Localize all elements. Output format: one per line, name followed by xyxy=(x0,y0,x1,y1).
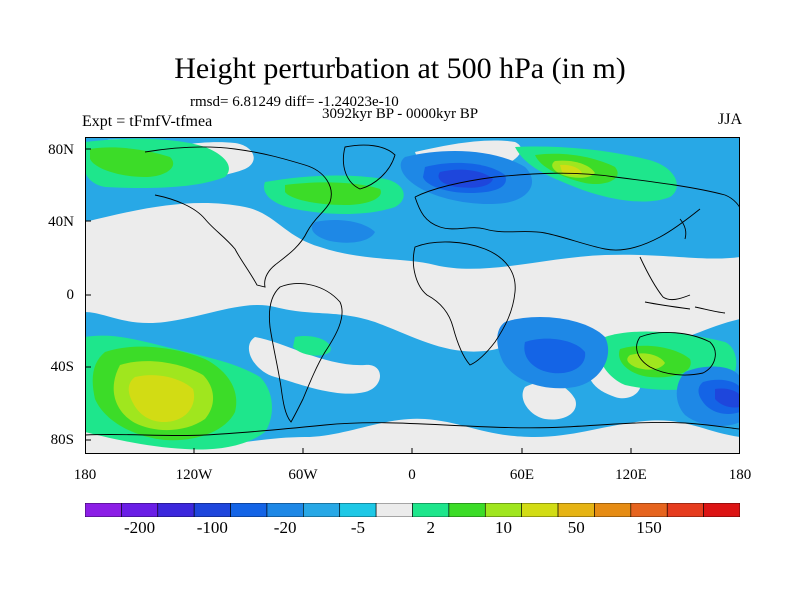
lat-label-80s: 80S xyxy=(50,432,74,448)
colorbar-label: 50 xyxy=(567,518,585,537)
lon-label-60e: 60E xyxy=(509,467,535,483)
colorbar-segment xyxy=(85,503,122,517)
colorbar-segment xyxy=(157,503,195,517)
colorbar-label: -100 xyxy=(196,518,228,537)
lon-label-180e: 180 xyxy=(728,467,752,483)
colorbar-label: 150 xyxy=(636,518,662,537)
lat-label-40s: 40S xyxy=(50,359,74,375)
colorbar-label: 2 xyxy=(426,518,435,537)
season-label: JJA xyxy=(717,111,742,128)
lon-label-120w: 120W xyxy=(175,467,213,483)
lon-label-180w: 180 xyxy=(73,467,97,483)
lon-label-60w: 60W xyxy=(288,467,318,483)
colorbar-segment xyxy=(193,503,231,517)
plot-title: Height perturbation at 500 hPa (in m) xyxy=(174,52,626,85)
colorbar-segment xyxy=(375,503,413,517)
colorbar-segment xyxy=(484,503,522,517)
lon-label-120e: 120E xyxy=(615,467,647,483)
colorbar-segment xyxy=(594,503,632,517)
colorbar-label: 10 xyxy=(494,518,512,537)
colorbar-segment xyxy=(666,503,704,517)
stats-label: rmsd= 6.81249 diff= -1.24023e-10 xyxy=(190,94,399,110)
neutral-field xyxy=(85,139,740,454)
positive-field-yellow xyxy=(128,164,582,423)
map-ticks xyxy=(85,148,632,454)
experiment-label: Expt = tFmfV-tfmea xyxy=(82,113,213,130)
colorbar-segment xyxy=(412,503,450,517)
colorbar-segment xyxy=(448,503,486,517)
lon-label-0: 0 xyxy=(408,467,416,483)
colorbar-segment xyxy=(521,503,559,517)
lat-label-40n: 40N xyxy=(48,214,74,230)
colorbar-label: -20 xyxy=(273,518,297,537)
colorbar-segment xyxy=(339,503,377,517)
coastlines xyxy=(85,145,740,437)
colorbar-segment xyxy=(230,503,268,517)
colorbar-label: -5 xyxy=(350,518,365,537)
colorbar-segment xyxy=(266,503,304,517)
colorbar-segment xyxy=(303,503,341,517)
period-label: 3092kyr BP - 0000kyr BP xyxy=(322,106,479,122)
colorbar-label: -200 xyxy=(123,518,156,537)
negative-field-navy xyxy=(438,169,740,408)
lat-label-0: 0 xyxy=(66,287,75,303)
colorbar-segment xyxy=(630,503,668,517)
colorbar-segment xyxy=(557,503,595,517)
colorbar-segment xyxy=(121,503,159,517)
colorbar-segment xyxy=(703,503,740,517)
colorbar xyxy=(85,503,740,517)
lat-label-80n: 80N xyxy=(48,142,74,158)
contour-map xyxy=(85,137,740,454)
